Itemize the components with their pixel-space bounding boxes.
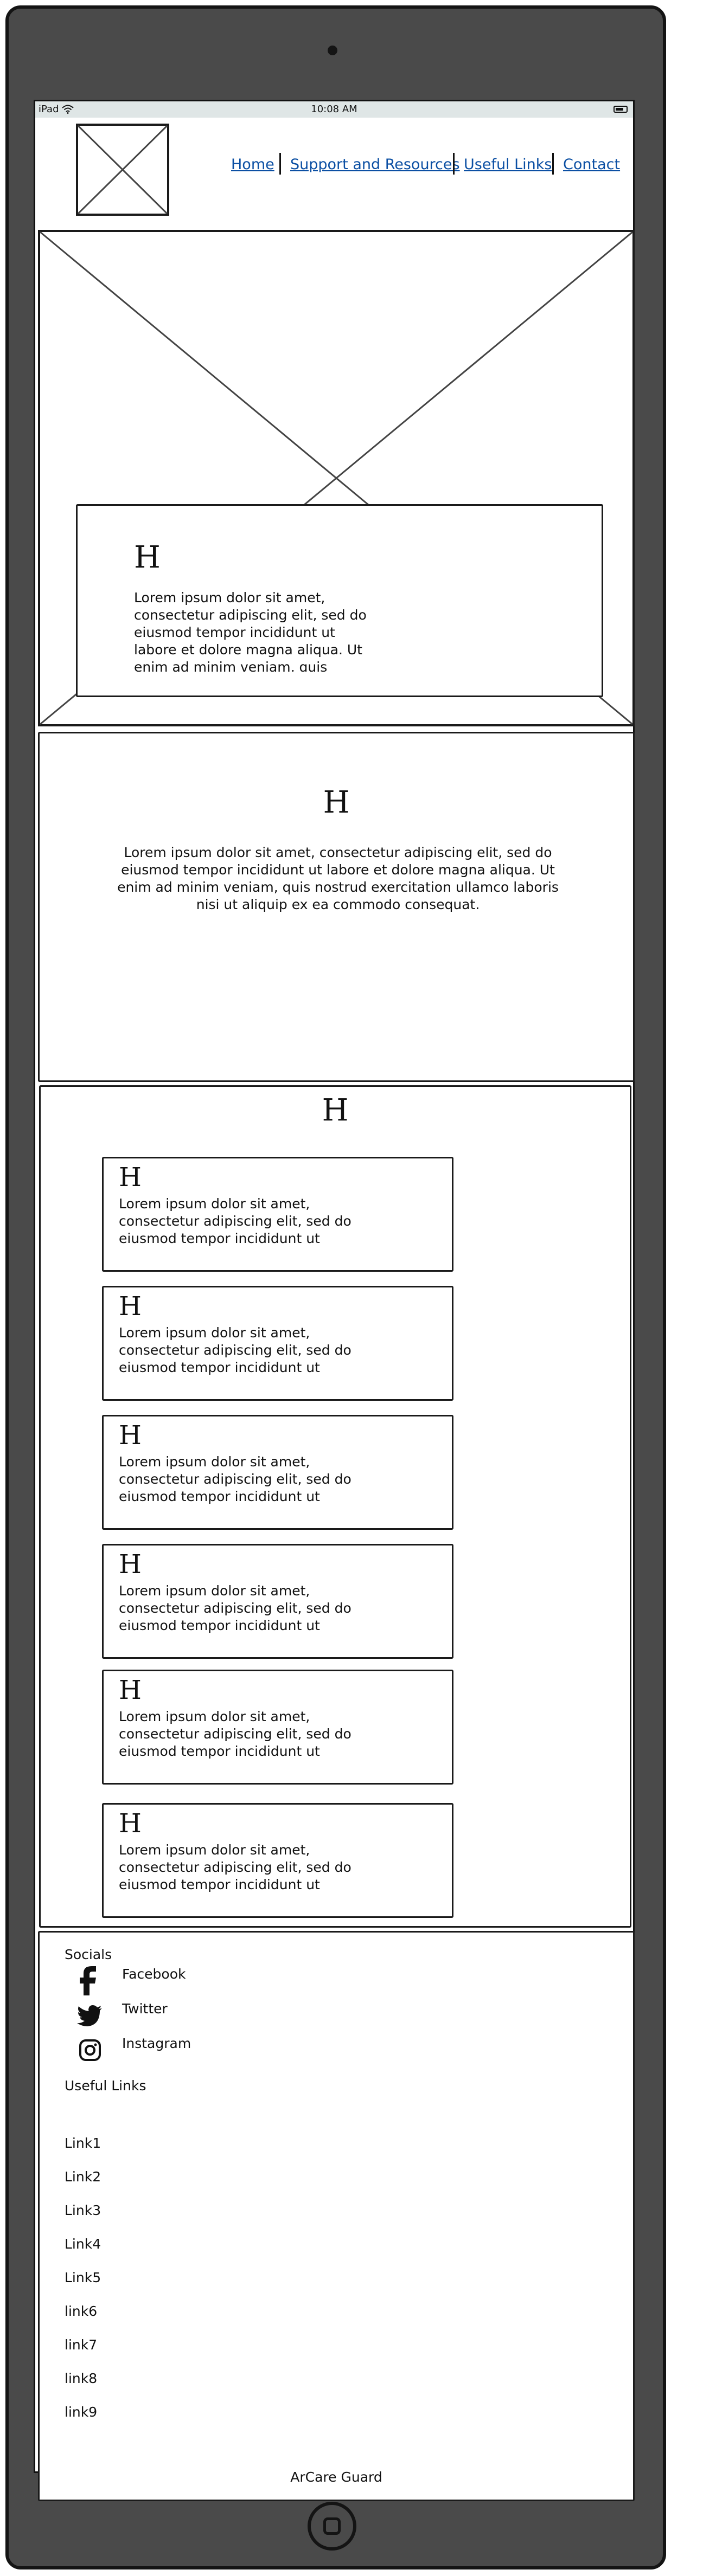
footer-link[interactable]: Link5 [65,2270,101,2285]
card-heading: H [119,1549,142,1580]
card-text: Lorem ipsum dolor sit amet, consectetur … [119,1196,352,1246]
social-label[interactable]: Instagram [122,2036,191,2051]
socials-title: Socials [65,1947,112,1962]
nav-separator [453,153,455,175]
instagram-icon[interactable] [79,2039,101,2062]
card-heading: H [119,1675,142,1705]
wifi-icon [62,105,74,114]
logo-placeholder[interactable] [76,124,169,216]
social-label[interactable]: Twitter [122,2001,168,2017]
nav-home-link[interactable]: Home [231,156,274,173]
home-button-icon [323,2517,341,2535]
footer-link[interactable]: Link1 [65,2135,101,2151]
card-heading: H [119,1162,142,1193]
footer-link[interactable]: Link4 [65,2236,101,2252]
card-text: Lorem ipsum dolor sit amet, consectetur … [119,1583,352,1633]
nav-useful-links-link[interactable]: Useful Links [464,156,552,173]
useful-links-title: Useful Links [65,2078,146,2094]
carrier-label: iPad [39,104,59,115]
footer: Socials Facebook Twitter Instagram Usefu… [38,1931,635,2501]
social-label[interactable]: Facebook [122,1966,186,1982]
nav-separator [279,153,281,175]
twitter-icon[interactable] [76,2005,103,2027]
battery-icon [613,106,628,113]
nav-support-link[interactable]: Support and Resources [290,156,460,173]
status-bar: iPad 10:08 AM [35,101,633,118]
footer-brand: ArCare Guard [290,2469,382,2485]
footer-link[interactable]: link9 [65,2404,98,2420]
footer-link[interactable]: Link2 [65,2169,101,2185]
card-heading: H [119,1808,142,1839]
footer-link[interactable]: link8 [65,2371,98,2386]
nav-separator [552,153,554,175]
footer-link[interactable]: link6 [65,2303,98,2319]
card-text: Lorem ipsum dolor sit amet, consectetur … [119,1454,352,1504]
card-text: Lorem ipsum dolor sit amet, consectetur … [119,1842,352,1892]
info-card[interactable]: H Lorem ipsum dolor sit amet, consectetu… [102,1670,453,1785]
footer-link[interactable]: Link3 [65,2203,101,2218]
hero-text: Lorem ipsum dolor sit amet, consectetur … [134,590,367,672]
info-card[interactable]: H Lorem ipsum dolor sit amet, consectetu… [102,1544,453,1659]
status-time: 10:08 AM [311,104,357,115]
card-text: Lorem ipsum dolor sit amet, consectetur … [119,1325,352,1375]
info-card[interactable]: H Lorem ipsum dolor sit amet, consectetu… [102,1803,453,1918]
hero-heading: H [134,540,161,575]
card-heading: H [119,1291,142,1322]
card-text: Lorem ipsum dolor sit amet, consectetur … [119,1709,352,1759]
intro-heading: H [323,785,350,820]
home-button[interactable] [308,2502,356,2551]
info-card[interactable]: H Lorem ipsum dolor sit amet, consectetu… [102,1286,453,1401]
cards-section-heading: H [322,1093,349,1128]
facebook-icon[interactable] [79,1966,98,1995]
intro-text: Lorem ipsum dolor sit amet, consectetur … [117,845,559,912]
card-heading: H [119,1420,142,1451]
nav-contact-link[interactable]: Contact [563,156,621,173]
hero-card: H Lorem ipsum dolor sit amet, consectetu… [76,504,603,697]
info-card[interactable]: H Lorem ipsum dolor sit amet, consectetu… [102,1157,453,1272]
intro-section: H Lorem ipsum dolor sit amet, consectetu… [38,732,635,1082]
camera-icon [328,46,337,55]
info-card[interactable]: H Lorem ipsum dolor sit amet, consectetu… [102,1415,453,1530]
footer-link[interactable]: link7 [65,2337,98,2353]
